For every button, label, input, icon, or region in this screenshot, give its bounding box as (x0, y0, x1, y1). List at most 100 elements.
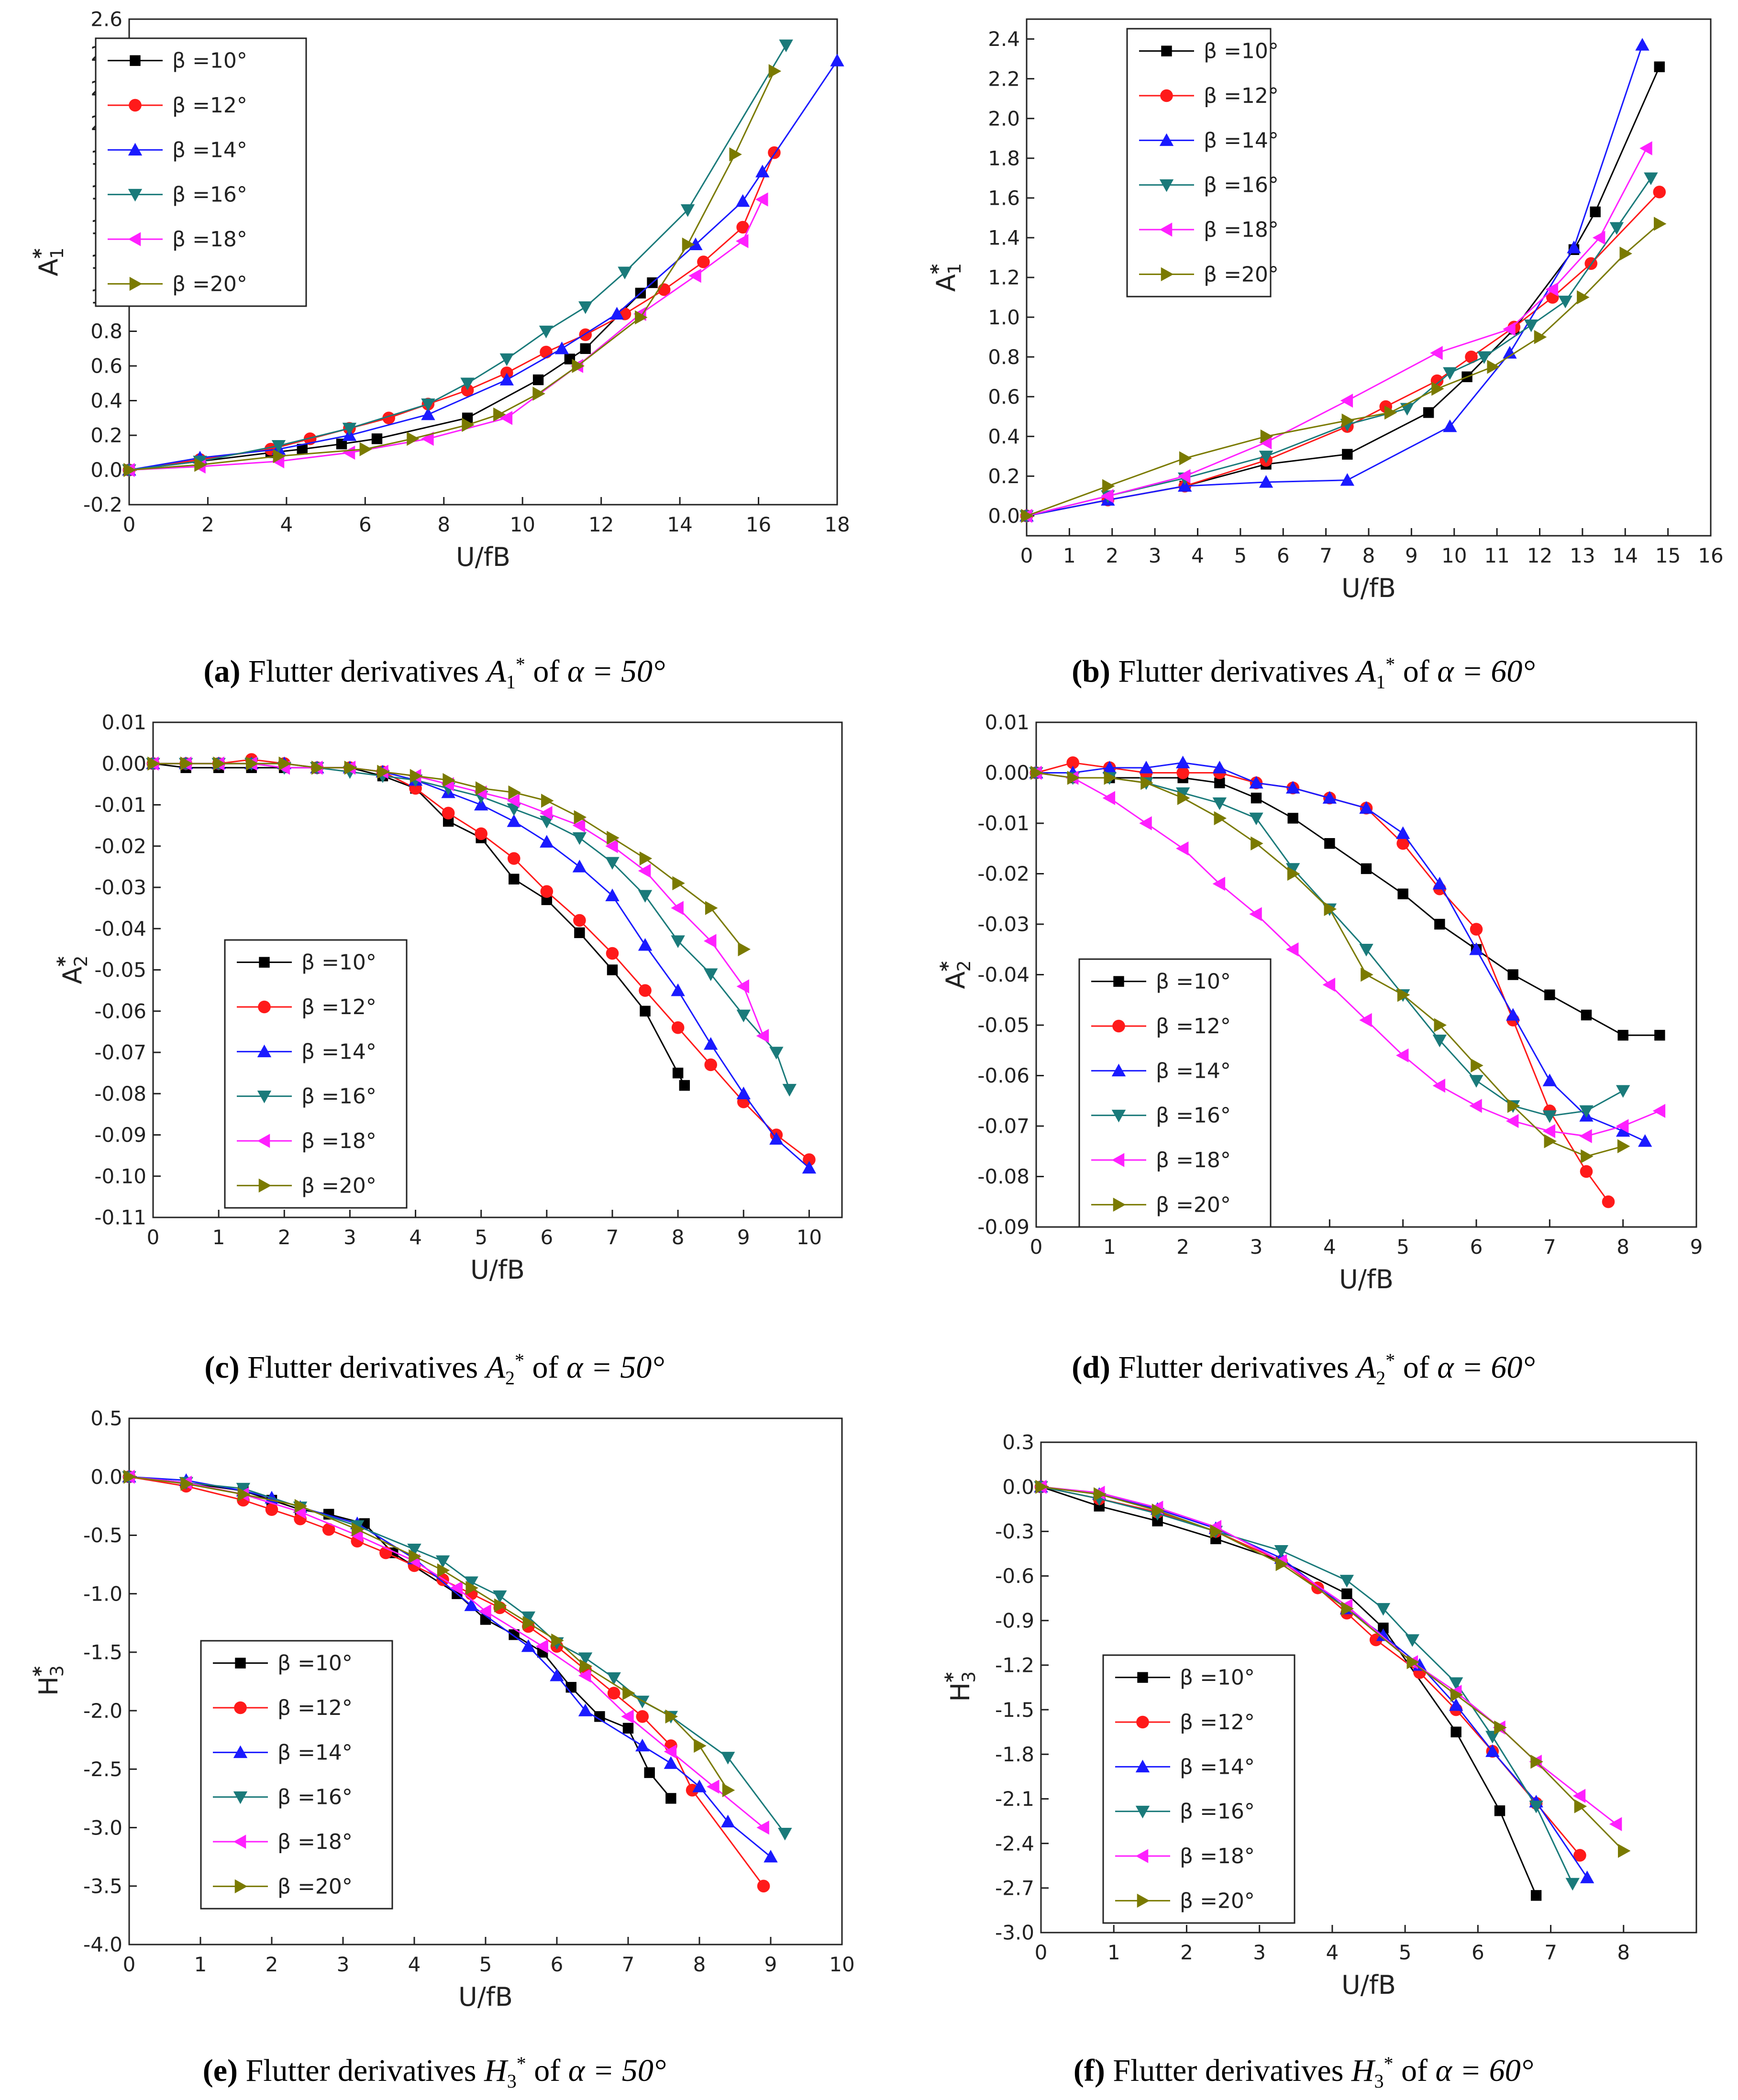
data-point (1434, 918, 1445, 930)
data-point (1152, 1515, 1163, 1526)
data-point (1545, 282, 1559, 297)
data-point (722, 1783, 735, 1798)
x-tick-label: 8 (1617, 1941, 1630, 1964)
data-point (1503, 322, 1516, 336)
y-axis-label-base: H (33, 1676, 64, 1696)
y-tick-label: -0.08 (94, 1082, 146, 1105)
series-b-beta20 (1021, 217, 1667, 523)
data-point (1322, 791, 1337, 804)
data-point (692, 1779, 707, 1792)
data-point (707, 1779, 720, 1794)
data-point (1580, 1165, 1593, 1178)
data-point (622, 1723, 634, 1734)
data-point (1590, 206, 1601, 218)
data-point (1259, 475, 1273, 488)
data-point (493, 1590, 507, 1603)
legend-d: β =10° β =12° β =14° β =16° β =18° β =20° (1078, 958, 1272, 1228)
data-point (573, 914, 586, 927)
y-tick-label: -0.08 (977, 1165, 1030, 1188)
data-point (493, 407, 506, 422)
data-point (1378, 1623, 1389, 1634)
x-tick-label: 7 (1544, 1941, 1557, 1964)
data-point (644, 1767, 655, 1778)
legend-marker (1159, 222, 1173, 237)
data-point (735, 234, 749, 248)
legend-marker (128, 188, 143, 202)
y-tick-label: 0.5 (90, 1407, 122, 1430)
x-tick-label: 6 (359, 513, 372, 536)
y-tick-label: -0.03 (94, 876, 146, 899)
panel-c: 0 1 2 3 4 5 6 7 8 9 10 0.01 0.00 -0.01 -0.02 -0.03 -0.04… (0, 701, 869, 1397)
data-point (265, 1503, 278, 1516)
legend-label: β =18° (172, 227, 247, 252)
y-tick-label: 0.4 (988, 425, 1020, 448)
data-point (1449, 1698, 1463, 1711)
x-tick-label: 3 (1250, 1235, 1263, 1259)
data-point (1423, 407, 1434, 418)
data-point (580, 343, 591, 354)
y-tick-label: -2.1 (995, 1787, 1034, 1811)
legend-marker (233, 1791, 248, 1804)
panel-d: 0 1 2 3 4 5 6 7 8 9 0.01 0.00 -0.01 -0.02 -0.03 -0.04 -0… (869, 701, 1738, 1397)
data-point (1405, 1634, 1420, 1647)
data-point (1542, 1110, 1557, 1123)
legend-marker (1161, 267, 1174, 282)
x-tick-label: 1 (212, 1226, 225, 1249)
x-tick-label: 4 (409, 1226, 422, 1249)
series-line (129, 44, 787, 471)
x-tick-label: 5 (1396, 1235, 1409, 1259)
y-axis-label-base: A (941, 972, 971, 989)
data-point (1430, 346, 1443, 360)
x-tick-label: 12 (588, 513, 614, 536)
data-point (1376, 1603, 1391, 1616)
data-point (443, 773, 455, 787)
data-point (1285, 942, 1299, 957)
y-axis-label-base: A (33, 259, 64, 276)
y-axis-label-sub: 2 (70, 955, 91, 967)
data-point (1361, 863, 1372, 874)
legend-label: β =16° (1204, 173, 1279, 198)
y-tick-label: -0.04 (977, 963, 1030, 986)
data-point (729, 147, 742, 162)
legend-marker (128, 143, 143, 156)
data-point (342, 422, 357, 436)
data-point (1340, 393, 1353, 408)
data-point (1179, 451, 1192, 465)
data-point (551, 1633, 564, 1648)
data-point (1212, 761, 1227, 774)
data-point (1506, 1114, 1519, 1128)
legend-marker (1113, 1197, 1126, 1212)
series-line (129, 282, 653, 471)
x-tick-label: 5 (479, 1953, 492, 1976)
data-point (1654, 61, 1665, 72)
data-point (1450, 1726, 1461, 1737)
data-point (605, 888, 620, 902)
series-line (1026, 223, 1660, 517)
x-tick-label: 1 (194, 1953, 207, 1976)
data-point (1322, 977, 1336, 992)
plot-frame-f (1040, 1441, 1697, 1934)
legend-label: β =10° (1156, 970, 1231, 994)
series-c-beta20 (147, 756, 751, 957)
data-point (1324, 902, 1337, 917)
y-axis-label: A*2 (936, 960, 974, 989)
data-point (297, 443, 308, 455)
data-point (1544, 1134, 1557, 1149)
data-point (594, 1711, 605, 1722)
legend-marker (129, 276, 143, 291)
data-point (665, 1793, 676, 1804)
data-point (237, 1487, 251, 1502)
panel-f: 0 1 2 3 4 5 6 7 8 0.3 0.0 -0.3 -0.6 -0.9 -1.2 -1.5 -1.8 -… (869, 1397, 1738, 2100)
legend-label: β =12° (301, 995, 376, 1019)
legend-label: β =16° (172, 183, 247, 207)
data-point (554, 342, 569, 354)
series-line (1036, 762, 1646, 1142)
x-tick-label: 2 (1180, 1941, 1193, 1964)
y-tick-label: -0.5 (83, 1524, 122, 1547)
data-point (1602, 1195, 1615, 1208)
data-point (607, 964, 618, 975)
y-tick-label: -1.5 (995, 1698, 1034, 1722)
data-point (1340, 473, 1355, 486)
y-tick-label: 0.00 (101, 752, 146, 775)
data-point (535, 1639, 548, 1654)
